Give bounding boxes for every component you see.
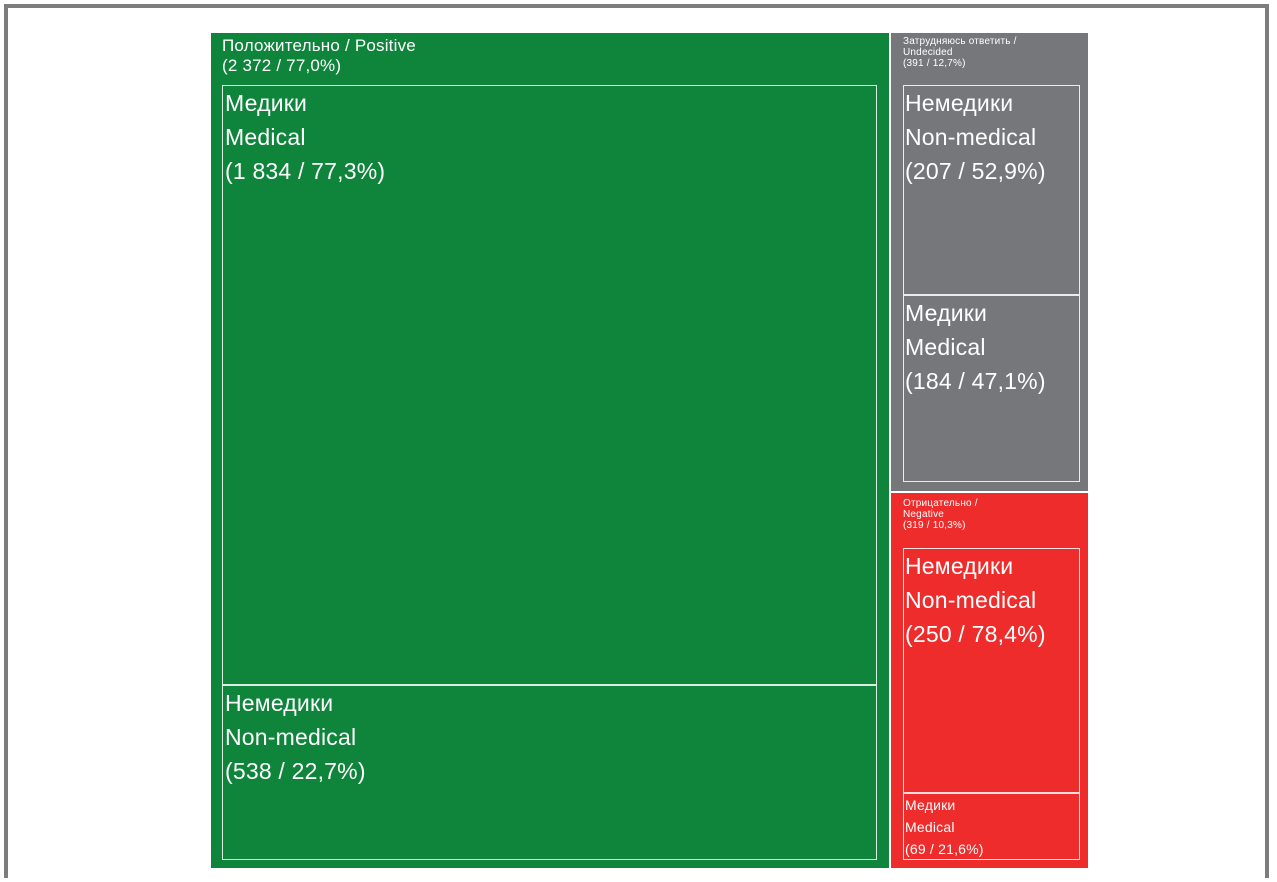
positive-nonmedical-label: Немедики Non-medical (538 / 22,7%) xyxy=(225,686,366,788)
undecided-nonmedical-label: Немедики Non-medical (207 / 52,9%) xyxy=(905,86,1046,188)
positive-group-label: Положительно / Positive (2 372 / 77,0%) xyxy=(222,36,416,76)
negative-medical-en: Medical xyxy=(905,816,984,838)
tile-positive-nonmedical: Немедики Non-medical (538 / 22,7%) xyxy=(222,685,877,860)
tile-positive: Положительно / Positive (2 372 / 77,0%) … xyxy=(211,33,889,868)
negative-title-1: Отрицательно / xyxy=(903,498,978,509)
tile-undecided-nonmedical: Немедики Non-medical (207 / 52,9%) xyxy=(903,85,1080,295)
undecided-group-label: Затрудняюсь ответить / Undecided (391 / … xyxy=(903,36,1017,69)
negative-count: (319 / 10,3%) xyxy=(903,520,978,531)
positive-title: Положительно / Positive xyxy=(222,36,416,56)
positive-nonmedical-en: Non-medical xyxy=(225,720,366,754)
negative-nonmedical-ru: Немедики xyxy=(905,549,1046,583)
positive-count: (2 372 / 77,0%) xyxy=(222,56,416,76)
tile-undecided: Затрудняюсь ответить / Undecided (391 / … xyxy=(891,33,1088,491)
negative-title-2: Negative xyxy=(903,509,978,520)
tile-negative-medical: Медики Medical (69 / 21,6%) xyxy=(903,793,1080,860)
undecided-medical-ru: Медики xyxy=(905,296,1046,330)
negative-medical-count: (69 / 21,6%) xyxy=(905,838,984,860)
positive-medical-label: Медики Medical (1 834 / 77,3%) xyxy=(225,86,385,188)
tile-positive-medical: Медики Medical (1 834 / 77,3%) xyxy=(222,85,877,685)
positive-medical-count: (1 834 / 77,3%) xyxy=(225,154,385,188)
undecided-nonmedical-en: Non-medical xyxy=(905,120,1046,154)
undecided-medical-count: (184 / 47,1%) xyxy=(905,364,1046,398)
undecided-title-1: Затрудняюсь ответить / xyxy=(903,36,1017,47)
negative-medical-ru: Медики xyxy=(905,794,984,816)
undecided-nonmedical-ru: Немедики xyxy=(905,86,1046,120)
undecided-medical-label: Медики Medical (184 / 47,1%) xyxy=(905,296,1046,398)
positive-medical-en: Medical xyxy=(225,120,385,154)
tile-negative-nonmedical: Немедики Non-medical (250 / 78,4%) xyxy=(903,548,1080,793)
negative-group-label: Отрицательно / Negative (319 / 10,3%) xyxy=(903,498,978,531)
undecided-title-2: Undecided xyxy=(903,47,1017,58)
positive-nonmedical-count: (538 / 22,7%) xyxy=(225,754,366,788)
tile-negative: Отрицательно / Negative (319 / 10,3%) Не… xyxy=(891,493,1088,868)
undecided-medical-en: Medical xyxy=(905,330,1046,364)
negative-nonmedical-count: (250 / 78,4%) xyxy=(905,617,1046,651)
undecided-count: (391 / 12,7%) xyxy=(903,58,1017,69)
positive-nonmedical-ru: Немедики xyxy=(225,686,366,720)
positive-medical-ru: Медики xyxy=(225,86,385,120)
undecided-nonmedical-count: (207 / 52,9%) xyxy=(905,154,1046,188)
negative-medical-label: Медики Medical (69 / 21,6%) xyxy=(905,794,984,860)
tile-undecided-medical: Медики Medical (184 / 47,1%) xyxy=(903,295,1080,482)
negative-nonmedical-en: Non-medical xyxy=(905,583,1046,617)
negative-nonmedical-label: Немедики Non-medical (250 / 78,4%) xyxy=(905,549,1046,651)
